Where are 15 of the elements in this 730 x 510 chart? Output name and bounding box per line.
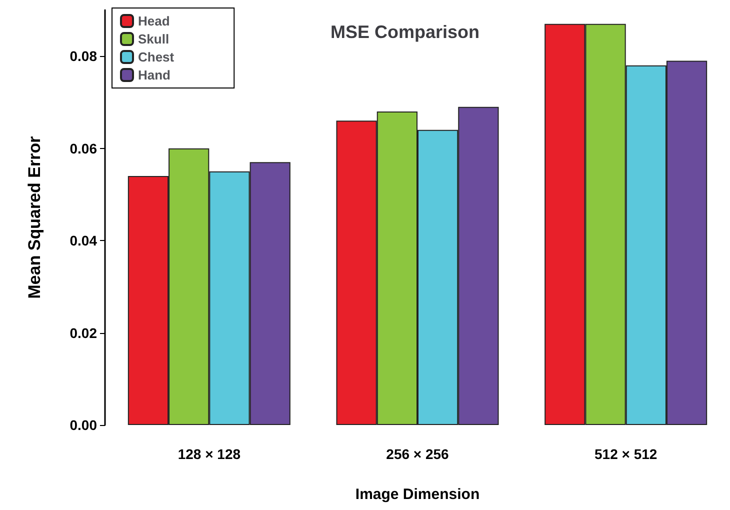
y-tick-label: 0.08 xyxy=(70,48,98,64)
y-axis-title: Mean Squared Error xyxy=(25,136,44,299)
legend-label: Skull xyxy=(138,32,170,46)
legend-label: Chest xyxy=(138,50,175,64)
y-tick-label: 0.06 xyxy=(70,140,98,156)
legend-label: Head xyxy=(138,14,170,28)
x-axis-title: Image Dimension xyxy=(355,486,480,503)
y-tick-label: 0.02 xyxy=(70,324,98,341)
x-tick-label: 128 × 128 xyxy=(178,446,241,462)
text: MSE Comparison xyxy=(330,22,480,42)
x-tick-label: 256 × 256 xyxy=(386,446,450,462)
legend-label: Hand xyxy=(138,68,171,82)
y-tick-label: 0.04 xyxy=(70,232,98,249)
y-tick-label: 0.00 xyxy=(70,417,98,433)
x-tick-label: 512 × 512 xyxy=(594,446,658,462)
